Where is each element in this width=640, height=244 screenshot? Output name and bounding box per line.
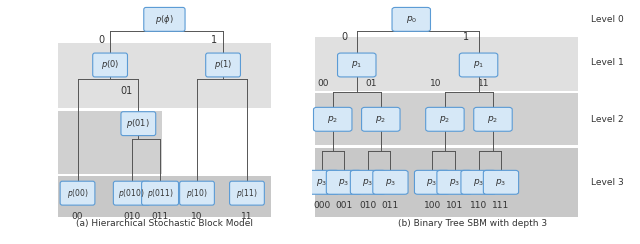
Text: 10: 10 — [429, 79, 441, 88]
Text: $p(01)$: $p(01)$ — [127, 117, 150, 130]
FancyBboxPatch shape — [460, 53, 498, 77]
Text: 110: 110 — [470, 201, 487, 210]
FancyBboxPatch shape — [113, 181, 150, 205]
FancyBboxPatch shape — [392, 7, 431, 31]
Text: $p_0$: $p_0$ — [406, 14, 417, 25]
Text: 001: 001 — [335, 201, 353, 210]
Text: 0: 0 — [99, 35, 104, 45]
Text: 011: 011 — [382, 201, 399, 210]
FancyBboxPatch shape — [326, 170, 362, 194]
FancyBboxPatch shape — [205, 53, 241, 77]
FancyBboxPatch shape — [483, 170, 518, 194]
Text: 00: 00 — [72, 212, 83, 221]
FancyBboxPatch shape — [304, 170, 339, 194]
Text: 011: 011 — [152, 212, 169, 221]
FancyBboxPatch shape — [315, 93, 578, 145]
FancyBboxPatch shape — [350, 170, 386, 194]
Text: 01: 01 — [120, 86, 132, 96]
FancyBboxPatch shape — [315, 148, 578, 217]
Text: $p_3$: $p_3$ — [473, 177, 484, 188]
FancyBboxPatch shape — [437, 170, 472, 194]
Text: $p_3$: $p_3$ — [362, 177, 374, 188]
Text: 11: 11 — [477, 79, 489, 88]
Text: $p(010)$: $p(010)$ — [118, 187, 145, 200]
Text: $p_2$: $p_2$ — [439, 114, 451, 125]
Text: 010: 010 — [360, 201, 376, 210]
Text: $p_3$: $p_3$ — [449, 177, 460, 188]
Text: 010: 010 — [124, 212, 140, 221]
Text: $p_3$: $p_3$ — [426, 177, 438, 188]
Text: 0: 0 — [341, 32, 347, 42]
Text: $p(11)$: $p(11)$ — [236, 187, 258, 200]
FancyBboxPatch shape — [415, 170, 450, 194]
Title: (a) Hierarchical Stochastic Block Model: (a) Hierarchical Stochastic Block Model — [76, 219, 253, 228]
Text: $p(10)$: $p(10)$ — [186, 187, 208, 200]
Text: $p_2$: $p_2$ — [375, 114, 387, 125]
Title: (b) Binary Tree SBM with depth 3: (b) Binary Tree SBM with depth 3 — [397, 219, 547, 228]
Text: Level 0: Level 0 — [591, 15, 623, 24]
Text: $p(00)$: $p(00)$ — [67, 187, 88, 200]
Text: $p(\phi)$: $p(\phi)$ — [155, 13, 173, 26]
Text: $p(011)$: $p(011)$ — [147, 187, 173, 200]
Text: Level 3: Level 3 — [591, 178, 623, 187]
FancyBboxPatch shape — [58, 111, 163, 174]
Text: $p(1)$: $p(1)$ — [214, 59, 232, 71]
Text: $p_1$: $p_1$ — [351, 60, 362, 71]
Text: $p_2$: $p_2$ — [488, 114, 499, 125]
FancyBboxPatch shape — [372, 170, 408, 194]
Text: 11: 11 — [241, 212, 253, 221]
Text: Level 1: Level 1 — [591, 58, 623, 67]
FancyBboxPatch shape — [461, 170, 496, 194]
Text: 111: 111 — [492, 201, 509, 210]
FancyBboxPatch shape — [60, 181, 95, 205]
FancyBboxPatch shape — [362, 107, 400, 131]
FancyBboxPatch shape — [141, 181, 179, 205]
FancyBboxPatch shape — [93, 53, 127, 77]
Text: $p_2$: $p_2$ — [327, 114, 339, 125]
Text: 1: 1 — [211, 35, 218, 45]
FancyBboxPatch shape — [315, 37, 578, 91]
Text: Level 2: Level 2 — [591, 115, 623, 124]
FancyBboxPatch shape — [230, 181, 264, 205]
FancyBboxPatch shape — [58, 43, 271, 108]
Text: 10: 10 — [191, 212, 203, 221]
Text: 100: 100 — [424, 201, 441, 210]
Text: $p_3$: $p_3$ — [495, 177, 507, 188]
Text: $p(0)$: $p(0)$ — [101, 59, 119, 71]
FancyBboxPatch shape — [314, 107, 352, 131]
FancyBboxPatch shape — [337, 53, 376, 77]
FancyBboxPatch shape — [180, 181, 214, 205]
FancyBboxPatch shape — [426, 107, 464, 131]
Text: $p_1$: $p_1$ — [473, 60, 484, 71]
FancyBboxPatch shape — [58, 176, 271, 217]
Text: 1: 1 — [463, 32, 468, 42]
Text: 000: 000 — [313, 201, 330, 210]
Text: 101: 101 — [446, 201, 463, 210]
Text: $p_3$: $p_3$ — [385, 177, 396, 188]
FancyBboxPatch shape — [121, 112, 156, 136]
Text: $p_3$: $p_3$ — [316, 177, 327, 188]
Text: 01: 01 — [365, 79, 377, 88]
Text: $p_3$: $p_3$ — [339, 177, 349, 188]
FancyBboxPatch shape — [144, 7, 185, 31]
Text: 00: 00 — [317, 79, 329, 88]
FancyBboxPatch shape — [474, 107, 512, 131]
